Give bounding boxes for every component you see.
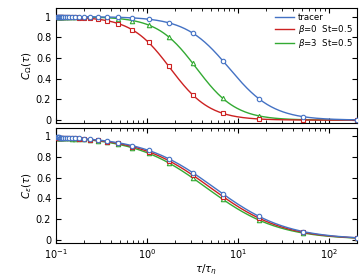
Line: $\beta$=0  St=0.5: $\beta$=0 St=0.5 — [56, 17, 357, 120]
tracer — [238, 79, 242, 82]
$\beta$=0  St=0.5 — [307, 118, 312, 122]
$\beta$=0  St=0.5 — [232, 114, 236, 118]
tracer — [233, 73, 237, 77]
tracer — [326, 117, 331, 121]
Y-axis label: $C_\Omega(\tau)$: $C_\Omega(\tau)$ — [21, 52, 34, 80]
tracer — [54, 15, 58, 18]
$\beta$=3  St=0.5 — [232, 105, 236, 108]
Y-axis label: $C_\varepsilon(\tau)$: $C_\varepsilon(\tau)$ — [21, 172, 34, 199]
$\beta$=3  St=0.5 — [354, 119, 359, 122]
Legend: tracer, $\beta$=0  St=0.5, $\beta$=3  St=0.5: tracer, $\beta$=0 St=0.5, $\beta$=3 St=0… — [273, 11, 354, 52]
$\beta$=0  St=0.5 — [326, 119, 331, 122]
tracer — [354, 118, 359, 122]
tracer — [307, 116, 312, 119]
$\beta$=3  St=0.5 — [54, 15, 58, 18]
$\beta$=0  St=0.5 — [233, 115, 237, 118]
$\beta$=3  St=0.5 — [238, 108, 242, 111]
$\beta$=0  St=0.5 — [55, 15, 59, 19]
$\beta$=3  St=0.5 — [233, 105, 237, 109]
$\beta$=3  St=0.5 — [55, 15, 59, 18]
$\beta$=0  St=0.5 — [354, 119, 359, 122]
tracer — [232, 72, 236, 76]
X-axis label: $\tau/\tau_\eta$: $\tau/\tau_\eta$ — [195, 263, 218, 277]
$\beta$=0  St=0.5 — [238, 116, 242, 119]
$\beta$=0  St=0.5 — [54, 15, 58, 19]
$\beta$=3  St=0.5 — [326, 118, 331, 122]
tracer — [55, 15, 59, 18]
Line: $\beta$=3  St=0.5: $\beta$=3 St=0.5 — [56, 17, 357, 120]
Line: tracer: tracer — [56, 17, 357, 120]
$\beta$=3  St=0.5 — [307, 118, 312, 121]
